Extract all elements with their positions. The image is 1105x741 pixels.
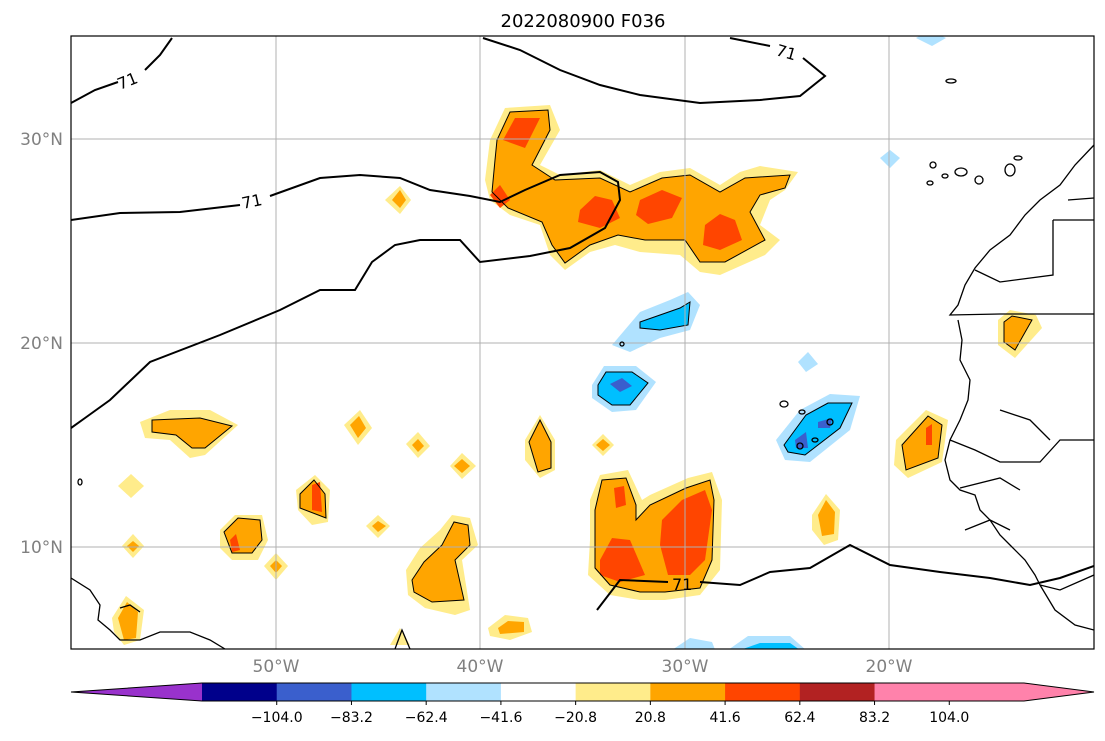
height-contours [71, 37, 1094, 611]
lon-label-20w: 20°W [866, 657, 913, 677]
contour-label: 71 [774, 41, 799, 65]
contour-label: 71 [240, 190, 264, 213]
map-frame [70, 35, 1095, 650]
map-content: 71 71 71 71 [71, 36, 1094, 649]
lat-label-10n: 10°N [20, 538, 63, 558]
lat-label-30n: 30°N [20, 130, 63, 150]
islands [77, 78, 1023, 486]
lon-label-30w: 30°W [662, 657, 709, 677]
lon-label-40w: 40°W [457, 657, 504, 677]
graticule [71, 36, 1094, 649]
coastlines [71, 144, 1094, 649]
colorbar-segment [575, 683, 651, 701]
map-title: 2022080900 F036 [501, 11, 666, 32]
colorbar-tick-label: 62.4 [784, 710, 815, 726]
colorbar-segment [874, 683, 950, 701]
colorbar-tick-label: −62.4 [405, 710, 448, 726]
contour-label: 71 [672, 575, 692, 594]
colorbar-segment [202, 683, 278, 701]
colorbar-ticks: −104.0 −83.2 −62.4 −41.6 −20.8 20.8 41.6 62.4 83… [251, 701, 969, 726]
colorbar-tick-label: −83.2 [330, 710, 373, 726]
colorbar-segment [949, 683, 1025, 701]
colorbar-extension-max [1024, 683, 1094, 701]
lat-label-20n: 20°N [20, 334, 63, 354]
colorbar-tick-label: 41.6 [710, 710, 741, 726]
positive-anomaly-fields [112, 105, 1042, 645]
longitude-labels: 50°W 40°W 30°W 20°W [253, 657, 913, 677]
colorbar-tick-label: 83.2 [859, 710, 890, 726]
lon-label-50w: 50°W [253, 657, 300, 677]
colorbar-segment [276, 683, 352, 701]
colorbar-outline [70, 682, 1095, 702]
colorbar-segment [725, 683, 801, 701]
colorbar-tick-label: −104.0 [251, 710, 303, 726]
colorbar-tick-label: −41.6 [479, 710, 522, 726]
colorbar-segment [500, 683, 577, 701]
colorbar-segment [426, 683, 502, 701]
colorbar-tick-label: −20.8 [554, 710, 597, 726]
colorbar-segment [799, 683, 876, 701]
colorbar-tick-label: 20.8 [635, 710, 666, 726]
colorbar-segment [351, 683, 427, 701]
colorbar-tick-label: 104.0 [929, 710, 969, 726]
colorbar-segment [650, 683, 726, 701]
latitude-labels: 30°N 20°N 10°N [20, 130, 63, 558]
colorbar [70, 682, 1095, 702]
colorbar-extension-min [71, 683, 202, 701]
anomaly-outlines [151, 109, 1033, 603]
